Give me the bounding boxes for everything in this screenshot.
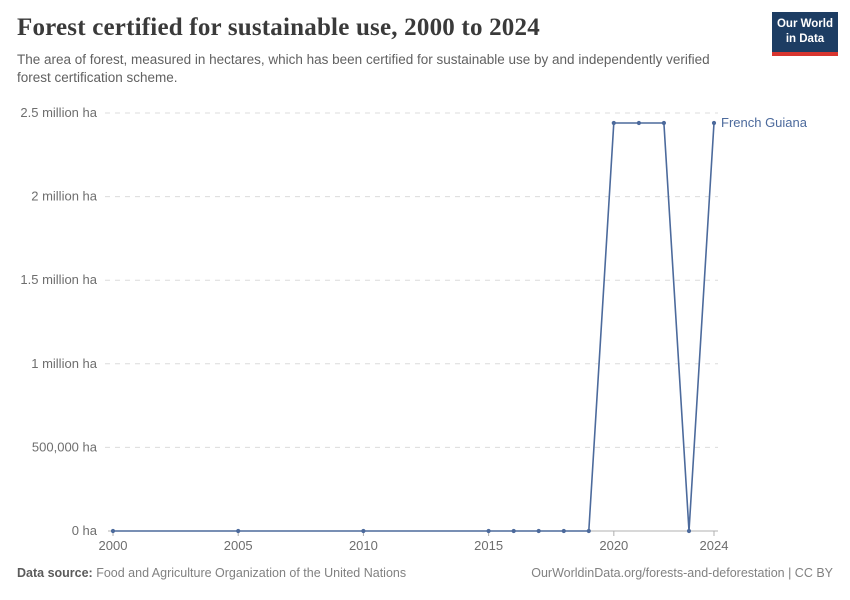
data-point[interactable]	[711, 120, 717, 126]
data-point[interactable]	[611, 120, 616, 126]
logo-line-2: in Data	[785, 32, 825, 45]
series-end-label[interactable]: French Guiana	[721, 115, 808, 130]
data-source: Data source: Food and Agriculture Organi…	[17, 566, 406, 580]
y-axis-label: 2.5 million ha	[20, 105, 97, 120]
x-axis-label: 2024	[700, 538, 729, 553]
owid-logo[interactable]: Our World in Data	[772, 12, 838, 56]
x-axis-label: 2020	[599, 538, 628, 553]
data-point[interactable]	[361, 528, 366, 534]
line-chart-canvas: 0 ha 500,000 ha 1 million ha 1.5 million ha…	[20, 105, 808, 553]
y-axis-label: 1.5 million ha	[20, 272, 97, 287]
logo-line-1: Our World	[776, 18, 833, 30]
data-point[interactable]	[536, 528, 541, 534]
x-axis-label: 2000	[99, 538, 128, 553]
series-line[interactable]	[112, 122, 715, 532]
chart-subtitle: The area of forest, measured in hectares…	[17, 52, 710, 86]
y-axis-label: 500,000 ha	[32, 439, 98, 454]
x-axis-label: 2015	[474, 538, 503, 553]
data-point[interactable]	[686, 528, 692, 534]
data-point[interactable]	[110, 528, 116, 534]
data-point[interactable]	[486, 528, 491, 534]
data-point[interactable]	[511, 528, 516, 534]
footer-link[interactable]: OurWorldinData.org/forests-and-deforesta…	[531, 566, 833, 580]
x-axis-label: 2005	[224, 538, 253, 553]
data-source-text: Food and Agriculture Organization of the…	[92, 566, 407, 580]
page-title: Forest certified for sustainable use, 20…	[17, 14, 540, 41]
data-point[interactable]	[586, 528, 591, 534]
data-source-label: Data source:	[17, 566, 93, 580]
data-point[interactable]	[661, 120, 667, 126]
data-point[interactable]	[561, 528, 566, 534]
y-axis-label: 1 million ha	[31, 356, 98, 371]
data-point[interactable]	[636, 120, 642, 126]
y-axis-label: 0 ha	[72, 523, 98, 538]
y-axis-label: 2 million ha	[31, 189, 98, 204]
data-point[interactable]	[236, 528, 241, 534]
x-axis-label: 2010	[349, 538, 378, 553]
